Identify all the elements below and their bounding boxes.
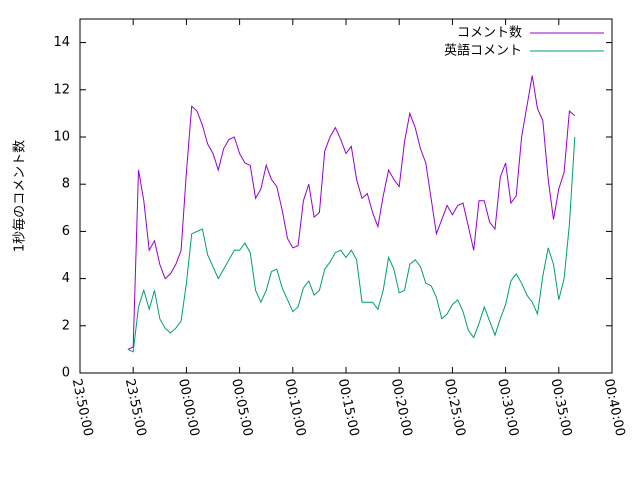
x-tick-label: 00:00:00 (175, 377, 202, 437)
legend-label: 英語コメント (444, 43, 522, 59)
y-tick-label: 12 (53, 82, 70, 97)
x-tick-label: 00:40:00 (601, 377, 628, 437)
y-tick-label: 4 (62, 271, 70, 286)
plot-border (79, 18, 613, 374)
legend-label: コメント数 (457, 26, 522, 41)
x-tick-label: 00:15:00 (335, 377, 362, 437)
y-tick-label: 0 (62, 366, 70, 381)
y-tick-label: 6 (62, 224, 70, 239)
x-tick-label: 00:25:00 (441, 377, 468, 437)
y-tick-label: 2 (62, 318, 70, 333)
data-line (127, 75, 576, 350)
y-axis-label: 1秒毎のコメント数 (12, 140, 28, 252)
x-tick-label: 00:10:00 (281, 377, 308, 437)
x-tick-label: 00:35:00 (547, 377, 574, 437)
y-tick-label: 14 (53, 35, 70, 50)
y-tick-label: 10 (53, 130, 70, 145)
x-tick-label: 00:30:00 (494, 377, 521, 437)
y-tick-label: 8 (62, 177, 70, 192)
x-tick-label: 00:20:00 (388, 377, 415, 437)
x-tick-label: 23:55:00 (122, 377, 149, 437)
x-tick-label: 23:50:00 (69, 377, 96, 437)
x-tick-label: 00:05:00 (228, 377, 255, 437)
data-line (127, 136, 576, 353)
